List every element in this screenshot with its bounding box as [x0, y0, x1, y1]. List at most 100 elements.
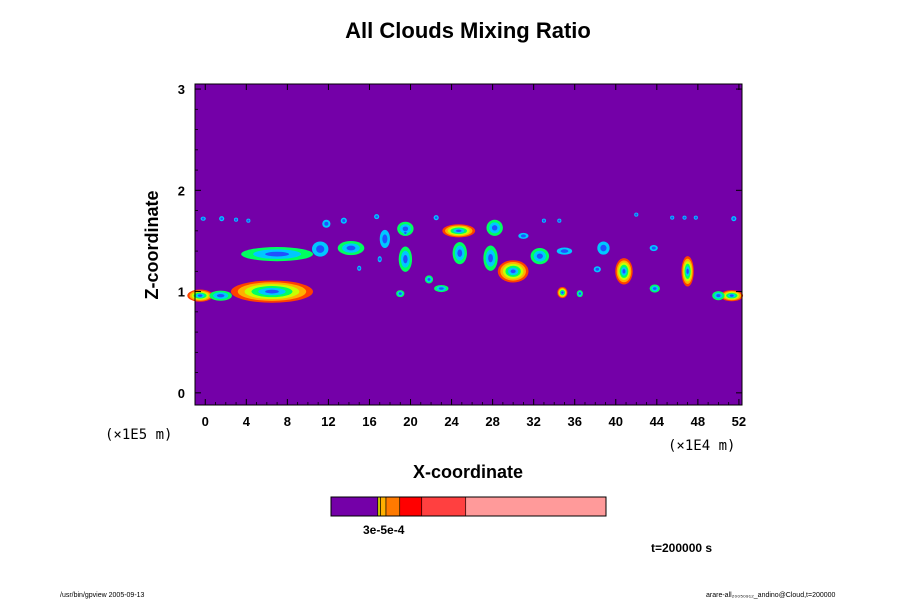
cloud-contour	[216, 293, 225, 298]
cloud-contour	[398, 292, 402, 295]
cloud-feature	[397, 221, 414, 236]
cloud-contour	[404, 231, 407, 235]
cloud-contour	[488, 253, 493, 263]
cloud-feature	[649, 245, 658, 252]
cloud-contour	[197, 294, 203, 297]
cloud-feature	[731, 216, 737, 222]
y-axis-unit: (×1E5 m)	[105, 427, 172, 443]
cloud-feature	[541, 218, 546, 223]
cloud-contour	[427, 278, 431, 281]
cloud-feature	[497, 260, 529, 283]
cloud-contour	[234, 218, 238, 221]
cloud-feature	[377, 256, 382, 263]
cloud-feature	[720, 290, 744, 302]
cloud-contour	[520, 234, 526, 238]
footer-left: /usr/bin/gpview 2005-09-13	[60, 592, 145, 599]
cloud-contour	[653, 287, 657, 290]
cloud-feature	[357, 265, 362, 271]
colorbar	[330, 496, 607, 517]
cloud-contour	[578, 292, 582, 295]
cloud-feature	[433, 215, 439, 221]
cloud-feature	[693, 215, 698, 220]
cloud-feature	[634, 212, 639, 217]
cloud-feature	[557, 287, 568, 299]
cloud-feature	[398, 246, 413, 272]
colorbar-frame	[330, 496, 607, 517]
cloud-feature	[615, 258, 633, 285]
cloud-contour	[247, 219, 250, 222]
cloud-feature	[219, 216, 225, 222]
cloud-contour	[434, 216, 438, 219]
cloud-contour	[600, 244, 607, 252]
cloud-contour	[265, 251, 290, 257]
cloud-contour	[561, 291, 564, 294]
cloud-feature	[597, 241, 610, 255]
cloud-feature	[230, 280, 314, 303]
cloud-contour	[265, 289, 279, 294]
y-tick-label: 2	[178, 183, 185, 198]
cloud-contour	[542, 219, 546, 222]
x-tick-label: 16	[362, 414, 376, 429]
cloud-contour	[635, 213, 638, 216]
cloud-contour	[595, 267, 600, 271]
x-tick-label: 24	[444, 414, 459, 429]
cloud-contour	[732, 217, 736, 220]
colorbar-segment	[377, 496, 381, 517]
x-tick-label: 12	[321, 414, 335, 429]
cloud-feature	[322, 219, 331, 228]
cloud-feature	[593, 266, 601, 273]
cloud-contour	[536, 253, 543, 259]
cloud-feature	[434, 285, 449, 293]
x-axis-ticks: 0 4 8 12 16 20 24 28 32 36 40 44 48 52	[202, 84, 746, 429]
cloud-contour	[622, 269, 626, 274]
y-axis-ticks: 0 1 2 3	[178, 82, 742, 401]
y-tick-label: 0	[178, 386, 185, 401]
cloud-contour	[651, 246, 656, 250]
cloud-feature	[681, 256, 694, 287]
x-tick-label: 36	[567, 414, 581, 429]
cloud-feature	[424, 275, 434, 284]
cloud-contour	[220, 217, 223, 220]
footer-right: arare-all₂₀₀₅₀₉₁₂_andino@Cloud,t=200000	[706, 592, 836, 599]
cloud-feature	[483, 245, 498, 271]
y-tick-label: 3	[178, 82, 185, 97]
cloud-contour	[558, 219, 561, 222]
cloud-feature	[530, 248, 550, 265]
cloud-feature	[682, 215, 687, 220]
x-tick-label: 52	[732, 414, 746, 429]
plot-frame	[194, 83, 743, 406]
x-tick-label: 4	[243, 414, 251, 429]
x-tick-label: 0	[202, 414, 209, 429]
x-tick-label: 40	[609, 414, 623, 429]
colorbar-segment	[399, 496, 423, 517]
x-axis-unit: (×1E4 m)	[668, 438, 735, 454]
cloud-feature	[396, 290, 405, 298]
y-tick-label: 1	[178, 285, 185, 300]
cloud-feature	[200, 216, 206, 221]
cloud-field	[187, 212, 744, 303]
time-label: t=200000 s	[651, 541, 712, 555]
cloud-contour	[358, 267, 361, 270]
cloud-contour	[403, 254, 408, 264]
plot-background	[195, 84, 742, 405]
cloud-contour	[560, 249, 569, 253]
cloud-feature	[556, 247, 573, 255]
cloud-feature	[649, 284, 660, 293]
cloud-feature	[209, 290, 232, 301]
x-tick-label: 8	[284, 414, 291, 429]
colorbar-segment	[380, 496, 387, 517]
x-tick-label: 32	[526, 414, 540, 429]
x-tick-label: 44	[650, 414, 665, 429]
cloud-contour	[686, 268, 689, 274]
cloud-contour	[510, 269, 516, 274]
colorbar-label: 3e-5e-4	[363, 523, 405, 537]
cloud-feature	[403, 230, 408, 235]
cloud-feature	[576, 290, 583, 298]
x-tick-label: 48	[691, 414, 705, 429]
x-tick-label: 28	[485, 414, 499, 429]
colorbar-segment	[330, 496, 379, 517]
x-tick-label: 20	[403, 414, 417, 429]
cloud-feature	[340, 217, 347, 224]
